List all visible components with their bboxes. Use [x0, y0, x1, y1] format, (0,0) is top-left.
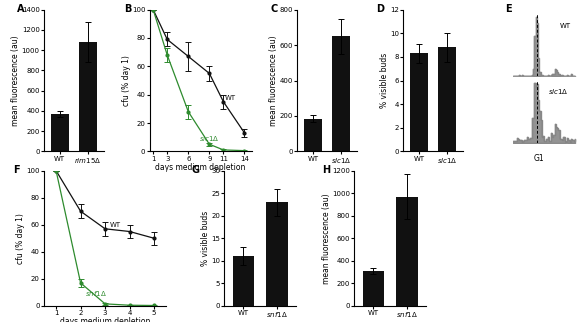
Bar [266, 202, 288, 306]
Bar [332, 36, 350, 151]
Text: E: E [506, 4, 512, 14]
Bar [51, 114, 69, 151]
Bar [438, 47, 456, 151]
Y-axis label: mean fluorescence (au): mean fluorescence (au) [322, 193, 331, 284]
Text: G1: G1 [534, 154, 545, 163]
Text: D: D [376, 4, 384, 14]
Y-axis label: % visible buds: % visible buds [201, 211, 210, 266]
Y-axis label: cfu (% day 1): cfu (% day 1) [121, 55, 131, 106]
Y-axis label: % visible buds: % visible buds [380, 53, 389, 108]
Y-axis label: mean fluorescence (au): mean fluorescence (au) [11, 35, 20, 126]
Bar [363, 271, 384, 306]
Text: B: B [124, 4, 131, 14]
Text: C: C [270, 4, 278, 14]
Text: H: H [322, 165, 330, 175]
Bar [79, 42, 97, 151]
Bar [397, 196, 418, 306]
Text: $snf1\Delta$: $snf1\Delta$ [85, 289, 107, 298]
Text: $slc1\Delta$: $slc1\Delta$ [199, 134, 220, 143]
Bar [304, 118, 322, 151]
X-axis label: days medium depletion: days medium depletion [155, 163, 246, 172]
Bar [411, 53, 428, 151]
Text: A: A [17, 4, 25, 14]
Text: G: G [192, 165, 200, 175]
X-axis label: days medium depletion: days medium depletion [60, 317, 150, 322]
Text: WT: WT [225, 95, 236, 101]
Text: WT: WT [110, 223, 121, 229]
Text: F: F [13, 165, 20, 175]
Bar [232, 256, 254, 306]
Y-axis label: cfu (% day 1): cfu (% day 1) [16, 213, 25, 264]
Y-axis label: mean fluorescence (au): mean fluorescence (au) [269, 35, 279, 126]
